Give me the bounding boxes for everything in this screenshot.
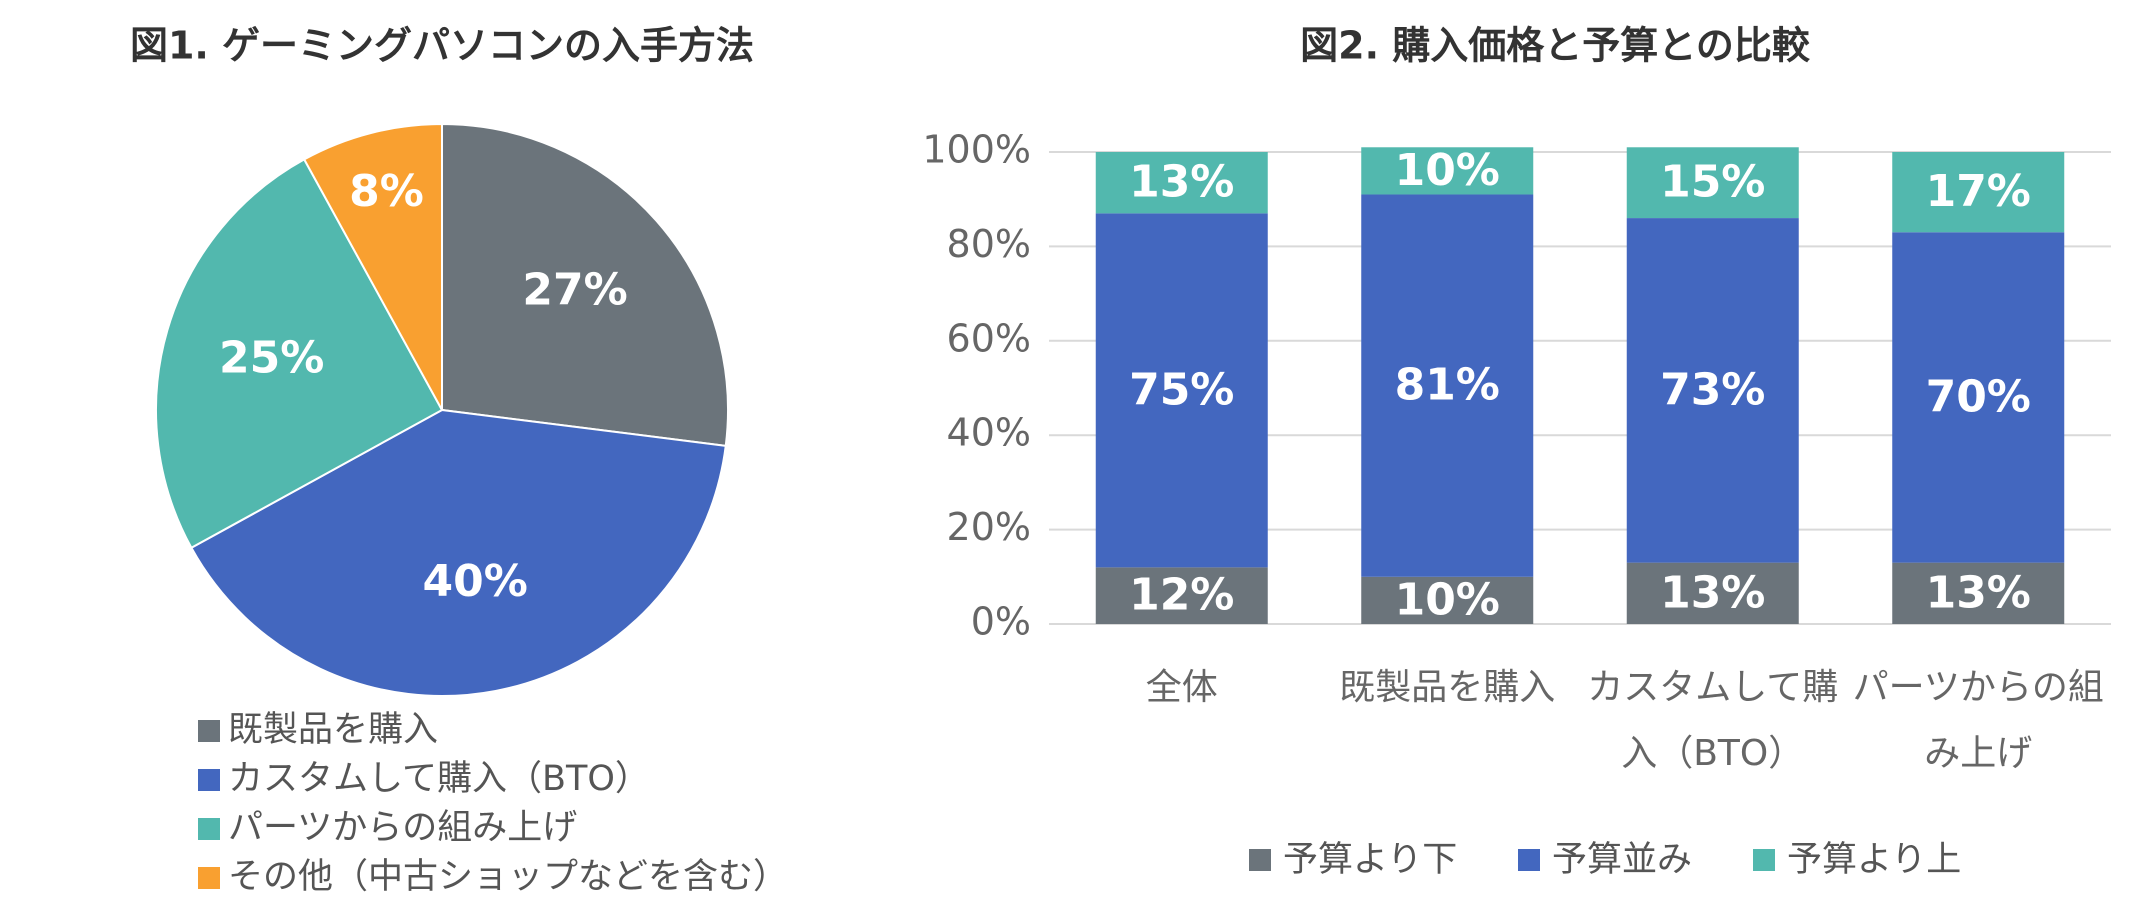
data-label: 10% xyxy=(1395,145,1500,196)
data-label: 70% xyxy=(1926,371,2031,422)
pie-slice xyxy=(441,122,729,447)
data-label: 13% xyxy=(1926,567,2031,618)
bar-segment xyxy=(1361,194,1534,577)
data-label: 73% xyxy=(1660,364,1765,415)
x-tick-label: 全体 xyxy=(1145,667,1218,708)
legend-swatch xyxy=(1753,849,1775,871)
data-label: 8% xyxy=(349,166,424,217)
legend-swatch xyxy=(1518,849,1540,871)
y-tick-label: 0% xyxy=(971,600,1031,644)
data-label: 27% xyxy=(522,265,627,316)
y-tick-label: 100% xyxy=(922,128,1031,172)
data-label: 81% xyxy=(1395,360,1500,411)
data-label: 40% xyxy=(423,556,528,607)
legend-swatch xyxy=(198,720,220,742)
legend-label: 予算より下 xyxy=(1283,840,1457,880)
y-tick-label: 20% xyxy=(947,505,1031,549)
legend-swatch xyxy=(198,867,220,889)
legend-swatch xyxy=(198,769,220,791)
data-label: 25% xyxy=(219,333,324,384)
data-label: 10% xyxy=(1395,574,1500,625)
data-label: 15% xyxy=(1660,157,1765,208)
bar-segment xyxy=(1626,562,1799,624)
x-tick-label: カスタムして購入（BTO） xyxy=(1587,667,1839,774)
bar-title: 図2. 購入価格と予算との比較 xyxy=(1300,24,1811,68)
x-label-box: パーツからの組み上げ xyxy=(1852,667,2104,774)
y-tick-label: 80% xyxy=(947,222,1031,266)
pie-slice xyxy=(155,158,444,550)
bar-segment xyxy=(1626,218,1799,563)
x-tick-label: パーツからの組み上げ xyxy=(1852,667,2104,774)
legend-label: 既製品を購入 xyxy=(228,710,438,750)
data-label: 13% xyxy=(1660,567,1765,618)
data-label: 13% xyxy=(1129,157,1234,208)
legend-label: 予算並み xyxy=(1552,840,1692,880)
x-label-box: 既製品を購入 xyxy=(1339,667,1556,708)
bar-segment xyxy=(1361,576,1534,624)
pie-slice xyxy=(190,408,727,697)
y-tick-label: 40% xyxy=(947,411,1031,455)
pie-slice xyxy=(302,122,443,411)
bar-segment xyxy=(1892,232,2065,563)
bar-segment xyxy=(1095,152,1268,214)
legend-label: その他（中古ショップなどを含む） xyxy=(228,857,788,897)
legend-label: カスタムして購入（BTO） xyxy=(228,759,650,799)
legend-label: 予算より上 xyxy=(1787,840,1961,880)
legend-swatch xyxy=(198,818,220,840)
x-label-box: 全体 xyxy=(1145,667,1218,708)
legend-swatch xyxy=(1249,849,1271,871)
bar-segment xyxy=(1095,567,1268,624)
pie-title: 図1. ゲーミングパソコンの入手方法 xyxy=(130,24,754,68)
y-tick-label: 60% xyxy=(947,316,1031,360)
bar-segment xyxy=(1892,562,2065,624)
data-label: 75% xyxy=(1129,364,1234,415)
data-label: 12% xyxy=(1129,570,1234,621)
bar-segment xyxy=(1892,152,2065,233)
legend-label: パーツからの組み上げ xyxy=(228,808,577,848)
x-label-box: カスタムして購入（BTO） xyxy=(1587,667,1839,774)
data-label: 17% xyxy=(1926,166,2031,217)
bar-segment xyxy=(1626,147,1799,219)
x-tick-label: 既製品を購入 xyxy=(1339,667,1556,708)
bar-segment xyxy=(1361,147,1534,195)
bar-segment xyxy=(1095,213,1268,568)
